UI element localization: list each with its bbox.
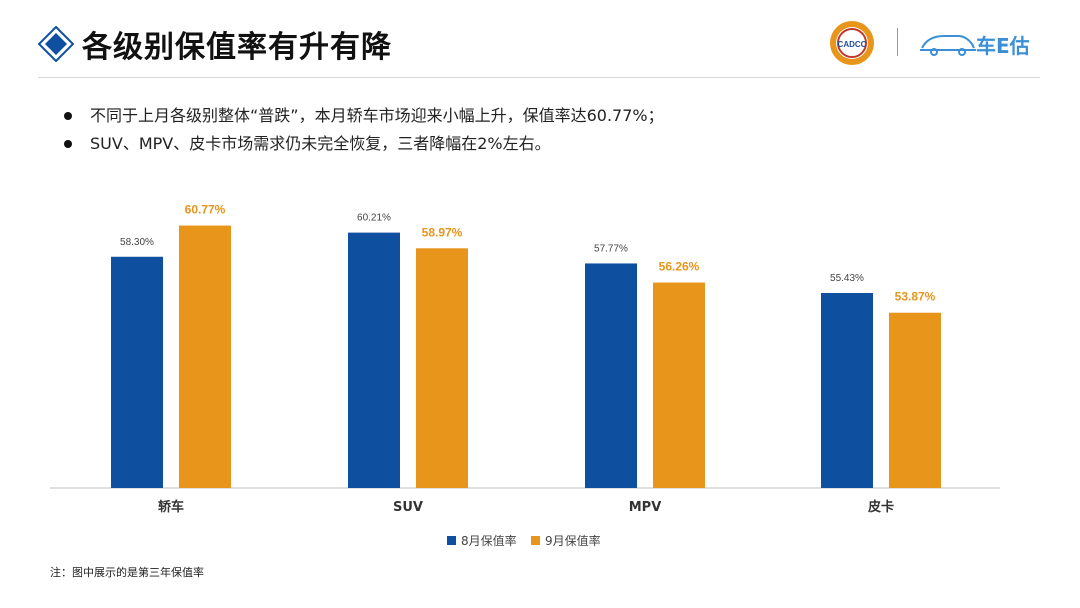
bar-aug bbox=[821, 293, 873, 488]
bar-sep bbox=[416, 248, 468, 488]
bar-sep bbox=[179, 225, 231, 488]
legend-label: 9月保值率 bbox=[545, 533, 601, 548]
data-label: 56.26% bbox=[659, 260, 700, 274]
data-label: 55.43% bbox=[830, 273, 864, 284]
data-label: 58.30% bbox=[120, 237, 154, 248]
bullet-dot-icon bbox=[64, 140, 72, 148]
header-divider bbox=[38, 77, 1040, 78]
category-label: SUV bbox=[393, 500, 423, 515]
data-label: 53.87% bbox=[895, 290, 936, 304]
cadcc-logo-text: CADCC bbox=[838, 40, 867, 49]
bullet-item: SUV、MPV、皮卡市场需求仍未完全恢复，三者降幅在2%左右。 bbox=[64, 132, 964, 160]
bar-aug bbox=[348, 232, 400, 488]
bar-sep bbox=[889, 312, 941, 488]
data-label: 57.77% bbox=[594, 243, 628, 254]
bullet-dot-icon bbox=[64, 112, 72, 120]
data-label: 58.97% bbox=[422, 225, 463, 239]
legend-label: 8月保值率 bbox=[461, 533, 517, 548]
category-label: MPV bbox=[629, 500, 662, 515]
header: 各级别保值率有升有降 CADCC 车E估 bbox=[0, 0, 1080, 80]
bar-aug bbox=[585, 263, 637, 488]
legend-swatch bbox=[531, 536, 540, 545]
bullet-text: 不同于上月各级别整体“普跌”，本月轿车市场迎来小幅上升，保值率达60.77%； bbox=[90, 106, 664, 125]
bullet-item: 不同于上月各级别整体“普跌”，本月轿车市场迎来小幅上升，保值率达60.77%； bbox=[64, 104, 964, 132]
category-label: 轿车 bbox=[158, 499, 184, 515]
cheyigu-car-icon bbox=[918, 26, 1038, 60]
data-label: 60.21% bbox=[357, 213, 391, 224]
page-title: 各级别保值率有升有降 bbox=[82, 30, 392, 65]
cadcc-logo-icon: CADCC bbox=[829, 20, 875, 66]
data-label: 60.77% bbox=[185, 203, 226, 217]
bullet-text: SUV、MPV、皮卡市场需求仍未完全恢复，三者降幅在2%左右。 bbox=[90, 134, 551, 153]
cheyigu-logo-text: 车E估 bbox=[976, 34, 1030, 58]
logo-divider bbox=[897, 28, 898, 56]
bar-aug bbox=[111, 256, 163, 488]
footnote: 注：图中展示的是第三年保值率 bbox=[50, 566, 204, 579]
bar-sep bbox=[653, 282, 705, 488]
legend-swatch bbox=[447, 536, 456, 545]
title-diamond-icon bbox=[37, 25, 75, 63]
category-label: 皮卡 bbox=[867, 499, 894, 515]
bullet-list: 不同于上月各级别整体“普跌”，本月轿车市场迎来小幅上升，保值率达60.77%； … bbox=[64, 104, 964, 160]
